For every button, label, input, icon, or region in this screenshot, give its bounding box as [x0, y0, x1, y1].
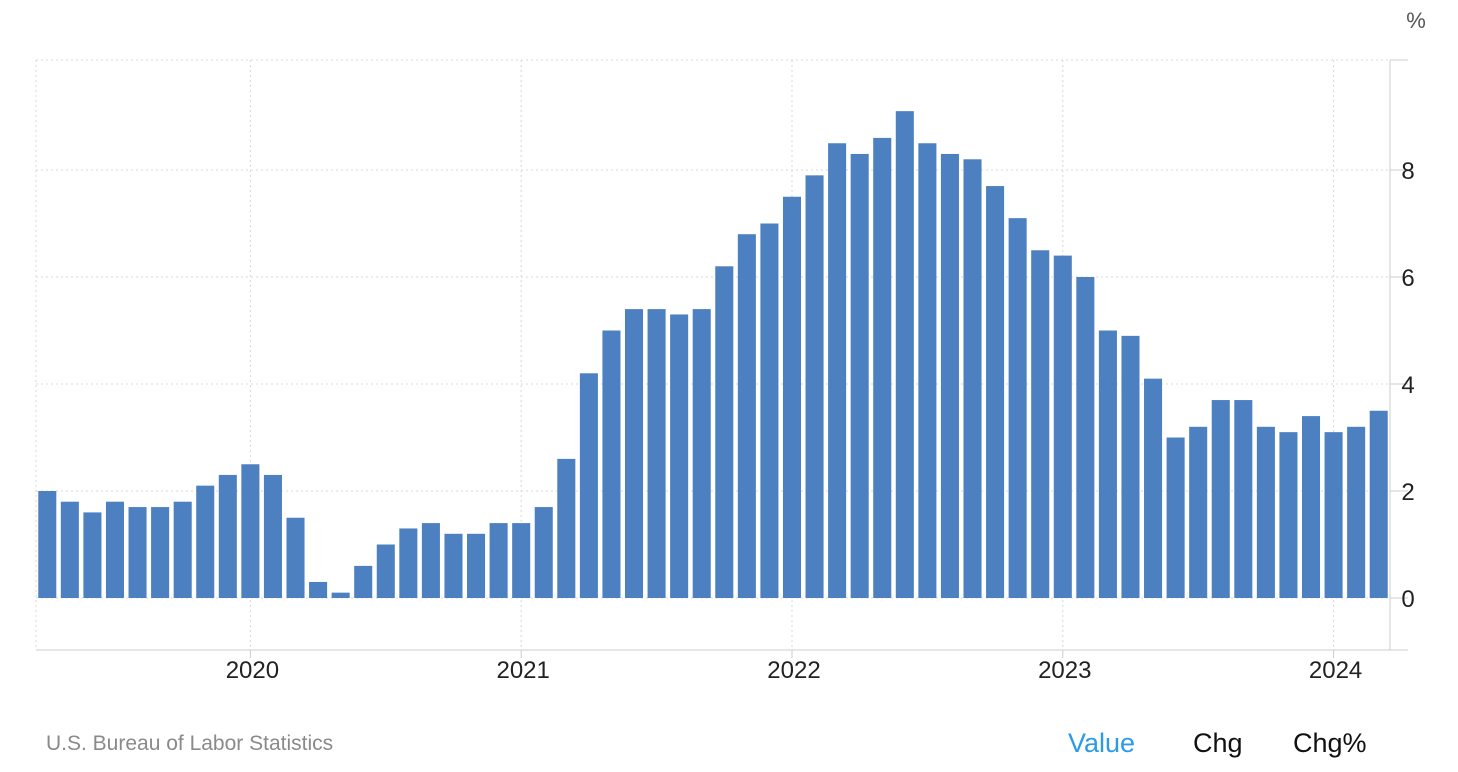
bar-2022-04[interactable] — [850, 153, 869, 598]
bar-2019-09[interactable] — [151, 507, 170, 598]
bar-2019-05[interactable] — [60, 501, 79, 598]
bar-2019-07[interactable] — [105, 501, 125, 598]
bar-2020-10[interactable] — [444, 533, 463, 598]
y-tick-label: 8 — [1401, 158, 1414, 185]
bar-2024-03[interactable] — [1369, 410, 1388, 598]
bar-2019-04[interactable] — [38, 491, 57, 598]
bar-2019-11[interactable] — [196, 485, 215, 598]
bar-2023-04[interactable] — [1121, 335, 1140, 598]
bar-2022-01[interactable] — [782, 196, 802, 598]
y-tick-label: 6 — [1401, 265, 1414, 292]
bar-2023-03[interactable] — [1098, 330, 1117, 599]
bar-2019-12[interactable] — [218, 474, 237, 598]
bar-2023-06[interactable] — [1166, 437, 1185, 599]
bar-2022-02[interactable] — [805, 175, 824, 598]
x-tick-label: 2021 — [496, 657, 549, 684]
toggle-chg-percent[interactable]: Chg% — [1293, 728, 1367, 758]
y-axis-unit-label: % — [1406, 8, 1426, 33]
y-tick-label: 0 — [1401, 586, 1414, 613]
bar-2023-07[interactable] — [1189, 426, 1208, 598]
bar-2021-07[interactable] — [647, 309, 666, 598]
chart: 0 2 4 6 8 2020 2021 2022 2023 2024 % — [35, 8, 1426, 684]
bar-2021-08[interactable] — [670, 314, 689, 598]
bar-series — [38, 111, 1388, 599]
bar-2021-10[interactable] — [715, 266, 734, 598]
bar-2020-01[interactable] — [241, 464, 260, 598]
bar-2022-07[interactable] — [918, 143, 937, 598]
bar-2020-03[interactable] — [286, 517, 305, 598]
toggle-value[interactable]: Value — [1068, 728, 1136, 758]
bar-2020-08[interactable] — [399, 528, 418, 598]
bar-2023-10[interactable] — [1256, 426, 1275, 598]
bar-2021-09[interactable] — [692, 309, 711, 598]
bar-2023-01[interactable] — [1053, 255, 1072, 598]
bar-2021-03[interactable] — [557, 458, 576, 598]
bar-2021-12[interactable] — [760, 223, 779, 599]
x-tick-label: 2022 — [767, 657, 820, 684]
bar-2021-01[interactable] — [512, 523, 531, 598]
bar-2022-05[interactable] — [873, 137, 892, 598]
bar-2023-12[interactable] — [1301, 416, 1321, 598]
bar-2023-08[interactable] — [1211, 400, 1230, 598]
source-attribution: U.S. Bureau of Labor Statistics — [46, 732, 334, 755]
bar-2022-12[interactable] — [1031, 250, 1050, 598]
bar-2019-06[interactable] — [83, 512, 102, 598]
bar-2022-06[interactable] — [895, 111, 914, 599]
view-toggle-group: Value Chg Chg% — [0, 728, 1458, 764]
bar-2021-04[interactable] — [579, 373, 598, 598]
bar-2020-12[interactable] — [489, 523, 508, 598]
bar-2021-05[interactable] — [602, 330, 621, 599]
bar-2020-04[interactable] — [309, 581, 328, 598]
bar-2022-03[interactable] — [828, 143, 847, 598]
bar-2020-05[interactable] — [331, 592, 350, 598]
bar-2023-02[interactable] — [1076, 277, 1095, 598]
bar-2020-07[interactable] — [376, 544, 395, 599]
x-tick-label: 2024 — [1309, 657, 1362, 684]
x-tick-label: 2023 — [1038, 657, 1091, 684]
bar-2020-06[interactable] — [354, 565, 373, 598]
bar-2019-08[interactable] — [128, 507, 147, 598]
bar-2020-11[interactable] — [467, 533, 486, 598]
bar-2022-09[interactable] — [963, 159, 982, 599]
bar-2020-02[interactable] — [263, 474, 282, 598]
bar-2023-05[interactable] — [1144, 378, 1163, 598]
bar-2020-09[interactable] — [421, 523, 440, 598]
toggle-chg[interactable]: Chg — [1193, 728, 1243, 758]
bar-2023-09[interactable] — [1234, 400, 1253, 598]
bar-2021-02[interactable] — [534, 507, 553, 598]
x-tick-label: 2020 — [226, 657, 279, 684]
bar-2024-01[interactable] — [1324, 432, 1343, 598]
bar-2021-11[interactable] — [737, 234, 756, 598]
bar-2022-10[interactable] — [986, 186, 1005, 599]
bar-2019-10[interactable] — [173, 501, 192, 598]
axes: 0 2 4 6 8 2020 2021 2022 2023 2024 — [36, 59, 1415, 684]
bar-2022-08[interactable] — [940, 153, 959, 598]
y-tick-label: 4 — [1401, 372, 1414, 399]
y-tick-label: 2 — [1401, 479, 1414, 506]
bar-2021-06[interactable] — [624, 309, 644, 598]
bar-2023-11[interactable] — [1279, 432, 1298, 598]
grid-lines — [35, 59, 1390, 650]
bar-2024-02[interactable] — [1347, 426, 1366, 598]
bar-2022-11[interactable] — [1008, 218, 1027, 598]
